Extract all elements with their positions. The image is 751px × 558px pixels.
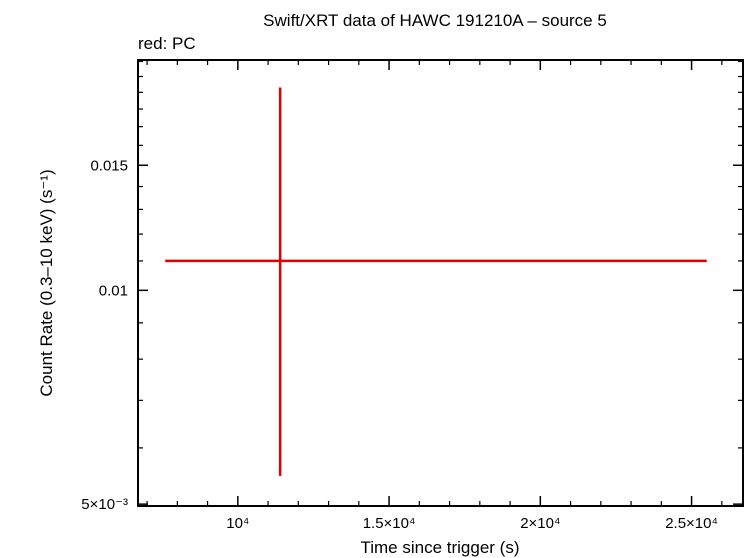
y-tick-label: 0.015: [90, 157, 128, 174]
y-tick-label: 5×10⁻³: [81, 496, 128, 513]
chart-title: Swift/XRT data of HAWC 191210A – source …: [263, 11, 607, 30]
y-tick-labels: 5×10⁻³ 0.01 0.015: [81, 157, 128, 513]
y-axis: [138, 60, 743, 505]
x-tick-label: 1.5×10⁴: [363, 515, 416, 532]
chart-subtitle: red: PC: [138, 34, 196, 53]
x-axis: [146, 60, 723, 506]
y-tick-label: 0.01: [99, 282, 128, 299]
x-axis-label: Time since trigger (s): [360, 538, 519, 557]
plot-frame: [137, 59, 744, 507]
y-axis-label: Count Rate (0.3–10 keV) (s⁻¹): [37, 169, 56, 396]
data-series: [165, 87, 707, 476]
x-tick-label: 2×10⁴: [520, 515, 560, 532]
x-tick-label: 10⁴: [226, 515, 249, 532]
x-tick-label: 2.5×10⁴: [665, 515, 718, 532]
x-tick-labels: 10⁴ 1.5×10⁴ 2×10⁴ 2.5×10⁴: [226, 515, 718, 532]
